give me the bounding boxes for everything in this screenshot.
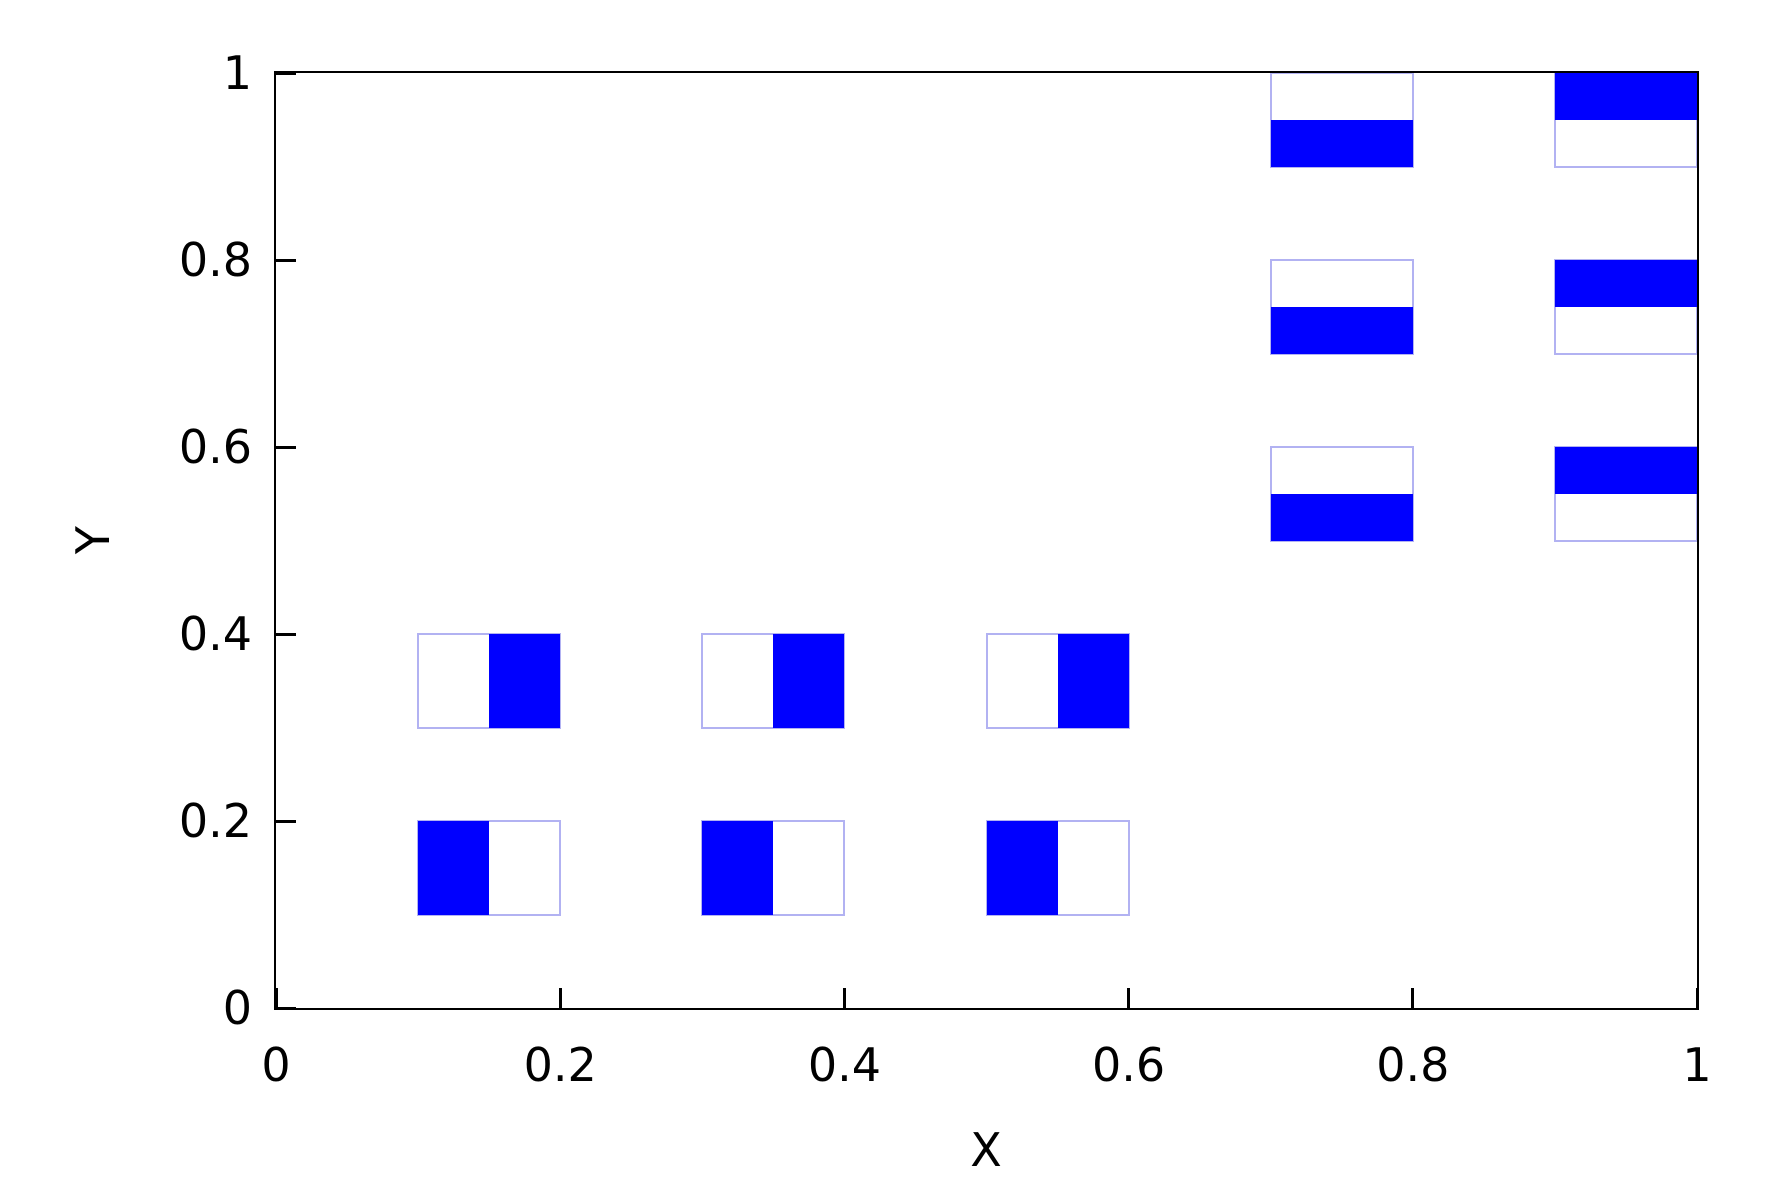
data-box-outline [1553,446,1697,542]
x-tick-mark [276,988,278,1008]
x-axis-title: X [970,1123,1002,1177]
x-tick-mark [558,988,562,1008]
data-box-fill-bottom [1270,306,1413,354]
data-box-fill-right [489,634,561,728]
data-box-fill-top [1554,73,1697,120]
y-tick-label: 0.8 [178,233,252,287]
y-tick-label: 1 [222,46,252,100]
data-box-fill-left [418,821,490,915]
data-box-fill-right [1057,634,1129,728]
y-tick-label: 0 [222,981,252,1035]
y-tick-mark [276,445,296,449]
plot-area [274,71,1699,1010]
y-tick-label: 0.6 [178,420,252,474]
data-box-fill-top [1554,447,1697,494]
y-tick-mark [276,73,296,75]
y-axis-title: Y [66,525,120,555]
data-box-fill-bottom [1270,493,1413,541]
data-box-fill-top [1554,260,1697,307]
x-tick-label: 0 [261,1038,291,1092]
x-tick-label: 0.2 [523,1038,597,1092]
data-box-fill-left [986,821,1058,915]
x-tick-mark [1127,988,1131,1008]
y-tick-mark [276,258,296,262]
y-tick-mark [276,1006,296,1008]
y-tick-label: 0.2 [178,794,252,848]
data-box-fill-right [773,634,845,728]
data-box-fill-left [702,821,774,915]
x-tick-mark [1411,988,1415,1008]
y-tick-label: 0.4 [178,607,252,661]
x-tick-mark [1695,988,1697,1008]
data-box-fill-bottom [1270,119,1413,167]
x-tick-label: 1 [1682,1038,1712,1092]
x-tick-label: 0.6 [1092,1038,1166,1092]
x-tick-label: 0.8 [1376,1038,1450,1092]
x-tick-mark [842,988,846,1008]
y-tick-mark [276,819,296,823]
y-tick-mark [276,632,296,636]
data-box-outline [1553,259,1697,355]
x-tick-label: 0.4 [807,1038,881,1092]
